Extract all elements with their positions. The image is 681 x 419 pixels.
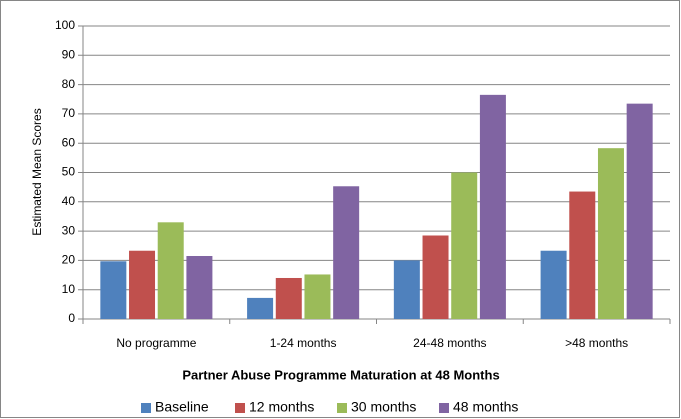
y-tick-label: 90 <box>62 47 76 61</box>
legend-label: 48 months <box>453 399 518 415</box>
y-tick-label: 50 <box>62 165 76 179</box>
legend-label: 12 months <box>249 399 314 415</box>
legend-swatch <box>235 403 245 413</box>
y-axis-title: Estimated Mean Scores <box>30 108 44 235</box>
y-tick-label: 100 <box>55 18 75 32</box>
bar <box>569 191 596 319</box>
bar <box>540 250 567 319</box>
bar <box>304 274 331 319</box>
y-tick-label: 70 <box>62 106 76 120</box>
bar <box>100 261 127 319</box>
bar <box>393 260 420 319</box>
bar <box>186 256 213 319</box>
bar <box>157 222 184 319</box>
x-tick-label: 24-48 months <box>413 336 486 350</box>
bar <box>626 103 653 320</box>
y-tick-label: 80 <box>62 77 76 91</box>
y-tick-label: 60 <box>62 135 76 149</box>
x-tick-label: >48 months <box>565 336 628 350</box>
legend-swatch <box>439 403 449 413</box>
bar <box>333 186 360 319</box>
bar <box>129 250 156 319</box>
y-tick-label: 10 <box>62 282 76 296</box>
bar <box>275 277 302 319</box>
y-tick-label: 20 <box>62 253 76 267</box>
bar <box>479 94 506 319</box>
y-tick-label: 40 <box>62 194 76 208</box>
legend-label: Baseline <box>155 399 209 415</box>
x-tick-label: 1-24 months <box>270 336 337 350</box>
bar <box>451 172 478 319</box>
y-tick-label: 30 <box>62 223 76 237</box>
x-tick-label: No programme <box>116 336 196 350</box>
bar <box>422 235 449 319</box>
legend-label: 30 months <box>351 399 416 415</box>
bar <box>597 148 624 319</box>
x-axis-title: Partner Abuse Programme Maturation at 48… <box>182 367 499 382</box>
legend-swatch <box>337 403 347 413</box>
y-tick-label: 0 <box>68 311 75 325</box>
legend-swatch <box>141 403 151 413</box>
bar <box>247 297 274 319</box>
